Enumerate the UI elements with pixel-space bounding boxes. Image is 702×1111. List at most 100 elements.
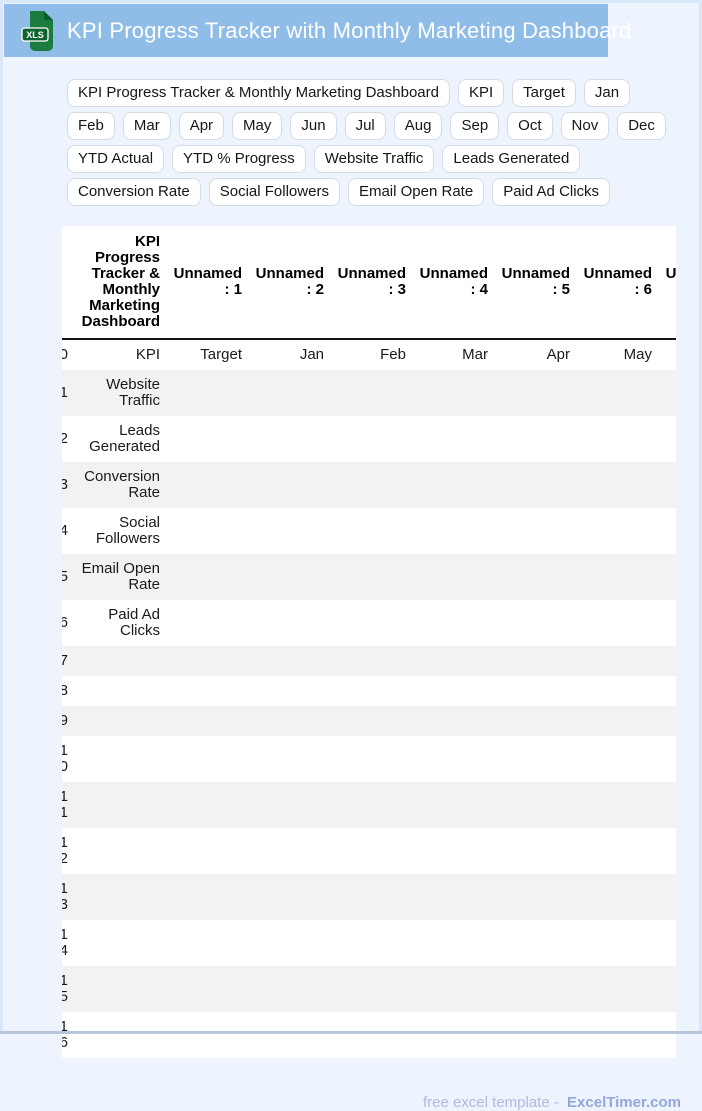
row-index: 12 — [62, 834, 68, 867]
table-cell — [166, 920, 248, 966]
tag-chip[interactable]: Social Followers — [208, 178, 340, 206]
tag-chip[interactable]: Paid Ad Clicks — [492, 178, 611, 206]
table-cell — [330, 508, 412, 554]
table-cell — [576, 874, 658, 920]
table-cell — [412, 706, 494, 736]
table-cell — [412, 966, 494, 1012]
tag-chip[interactable]: Jul — [344, 112, 386, 140]
column-header: Unnamed: 3 — [330, 226, 412, 340]
column-header: Unnamed: 7 — [658, 226, 676, 340]
table-cell — [248, 370, 330, 416]
table-cell — [658, 706, 676, 736]
table-row: 3 Conversion Rate — [62, 462, 676, 508]
table-cell — [330, 600, 412, 646]
table-header: KPI Progress Tracker & Monthly Marketing… — [62, 226, 676, 340]
tag-chip[interactable]: Sep — [450, 112, 500, 140]
table-cell — [412, 874, 494, 920]
table-cell — [248, 676, 330, 706]
table-cell — [412, 508, 494, 554]
table-cell — [74, 646, 166, 676]
table-cell — [494, 676, 576, 706]
table-cell — [412, 736, 494, 782]
table-cell: Email Open Rate — [81, 560, 160, 593]
tag-chip[interactable]: Oct — [507, 112, 553, 140]
table-cell — [74, 966, 166, 1012]
tag-chip[interactable]: YTD Actual — [67, 145, 165, 173]
table-cell — [658, 646, 676, 676]
table-cell: Feb — [380, 346, 406, 363]
tag-chip[interactable]: Website Traffic — [313, 145, 435, 173]
tag-chip[interactable]: Aug — [393, 112, 443, 140]
table-row: 6 Paid Ad Clicks — [62, 600, 676, 646]
spreadsheet-preview-table: KPI Progress Tracker & Monthly Marketing… — [62, 226, 676, 1058]
table-cell — [330, 920, 412, 966]
footer: free excel template - ExcelTimer.com — [3, 1094, 699, 1111]
table-cell — [576, 706, 658, 736]
table-row: 8 — [62, 676, 676, 706]
table-cell — [166, 554, 248, 600]
table-cell — [330, 1012, 412, 1058]
table-cell — [658, 828, 676, 874]
tag-chip[interactable]: Conversion Rate — [67, 178, 201, 206]
table-cell: Social Followers — [95, 514, 160, 547]
table-cell — [166, 874, 248, 920]
title-bar: XLS KPI Progress Tracker with Monthly Ma… — [4, 4, 631, 57]
table-cell — [248, 874, 330, 920]
footer-brand-link[interactable]: ExcelTimer.com — [567, 1094, 681, 1111]
tag-chip[interactable]: KPI — [457, 79, 505, 107]
table-row: 12 — [62, 828, 676, 874]
table-cell — [494, 370, 576, 416]
tag-chip[interactable]: Apr — [178, 112, 225, 140]
table-cell — [576, 554, 658, 600]
table-cell: KPI — [135, 346, 160, 363]
table-cell — [412, 370, 494, 416]
table-row: 0 KPI Target Jan Feb Mar Apr May — [62, 339, 676, 370]
table-cell — [248, 600, 330, 646]
table-cell — [658, 462, 676, 508]
table-cell — [412, 554, 494, 600]
tag-chip[interactable]: KPI Progress Tracker & Monthly Marketing… — [67, 79, 450, 107]
table-cell — [494, 782, 576, 828]
tag-chip[interactable]: Email Open Rate — [347, 178, 485, 206]
tag-chip[interactable]: Jun — [290, 112, 337, 140]
row-index: 14 — [62, 926, 68, 959]
table-cell — [412, 416, 494, 462]
row-index: 3 — [62, 476, 68, 493]
table-cell — [74, 1012, 166, 1058]
table-row: 15 — [62, 966, 676, 1012]
row-index: 9 — [62, 712, 68, 729]
table-cell — [74, 676, 166, 706]
tag-chip[interactable]: Leads Generated — [442, 145, 581, 173]
tag-chip[interactable]: May — [232, 112, 283, 140]
row-index: 7 — [62, 652, 68, 669]
table-cell — [494, 874, 576, 920]
table-cell — [576, 600, 658, 646]
tag-chip[interactable]: Dec — [617, 112, 666, 140]
table-cell — [74, 736, 166, 782]
row-index: 11 — [62, 788, 68, 821]
tag-chip[interactable]: Jan — [583, 79, 631, 107]
table-cell — [412, 646, 494, 676]
tag-chip[interactable]: Feb — [67, 112, 115, 140]
table-cell — [494, 706, 576, 736]
table-cell — [658, 600, 676, 646]
table-cell: Apr — [546, 346, 570, 363]
table-cell — [658, 676, 676, 706]
table-cell — [576, 736, 658, 782]
table-cell — [576, 676, 658, 706]
table-cell — [166, 370, 248, 416]
tag-chip[interactable]: YTD % Progress — [172, 145, 306, 173]
table-cell — [576, 828, 658, 874]
tag-chip[interactable]: Mar — [122, 112, 171, 140]
table-cell — [166, 966, 248, 1012]
table-cell — [166, 508, 248, 554]
table-cell: Conversion Rate — [84, 468, 160, 501]
row-index: 2 — [62, 430, 68, 447]
row-index: 8 — [62, 682, 68, 699]
table-cell — [658, 508, 676, 554]
tag-chip[interactable]: Target — [512, 79, 576, 107]
table-cell — [576, 920, 658, 966]
table-cell — [658, 1012, 676, 1058]
tag-chip[interactable]: Nov — [560, 112, 610, 140]
